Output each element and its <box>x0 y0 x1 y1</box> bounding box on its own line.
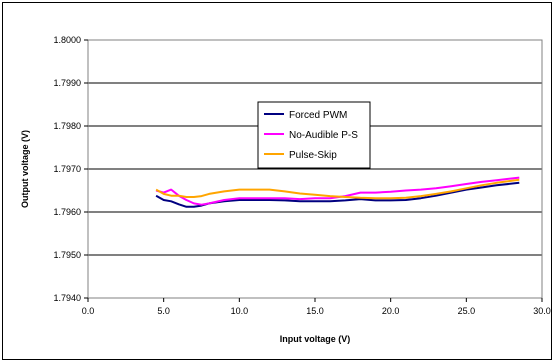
legend-label: Forced PWM <box>289 110 347 121</box>
y-tick-label: 1.8000 <box>53 35 81 45</box>
y-tick-label: 1.7990 <box>53 78 81 88</box>
legend-label: Pulse-Skip <box>289 150 337 161</box>
y-axis-title: Output voltage (V) <box>20 130 30 208</box>
y-tick-label: 1.7960 <box>53 207 81 217</box>
series-group <box>155 176 520 208</box>
y-tick-label: 1.7970 <box>53 164 81 174</box>
legend: Forced PWM No-Audible P-S Pulse-Skip <box>257 101 371 169</box>
x-tick-label: 30.0 <box>533 306 551 316</box>
x-axis: 0.0 5.0 10.0 15.0 20.0 25.0 30.0 <box>82 298 551 316</box>
x-tick-label: 25.0 <box>458 306 476 316</box>
y-tick-label: 1.7950 <box>53 250 81 260</box>
series-line-no-audible-p-s <box>155 176 520 206</box>
x-axis-title: Input voltage (V) <box>280 334 351 344</box>
x-tick-label: 5.0 <box>157 306 170 316</box>
x-tick-label: 15.0 <box>306 306 324 316</box>
series-line-forced-pwm <box>155 181 520 208</box>
chart-frame <box>2 2 552 360</box>
y-tick-label: 1.7980 <box>53 121 81 131</box>
y-axis: 1.7940 1.7950 1.7960 1.7970 1.7980 1.7990 1.80… <box>53 35 88 303</box>
x-tick-label: 0.0 <box>82 306 95 316</box>
x-tick-label: 10.0 <box>231 306 249 316</box>
y-tick-label: 1.7940 <box>53 293 81 303</box>
legend-label: No-Audible P-S <box>289 130 358 141</box>
gridlines <box>88 39 542 299</box>
x-tick-label: 20.0 <box>382 306 400 316</box>
series-line-pulse-skip <box>155 178 520 200</box>
